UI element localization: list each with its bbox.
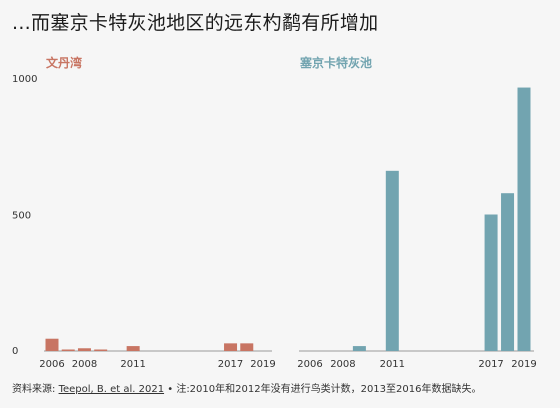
right-x-ticks: 2006 2008 2011 2017 2019 bbox=[297, 359, 536, 370]
y-tick-label: 0 bbox=[12, 346, 18, 357]
left-x-ticks: 2006 2008 2011 2017 2019 bbox=[39, 359, 275, 370]
left-x-tick-label: 2011 bbox=[120, 359, 145, 370]
right-x-tick-label: 2017 bbox=[478, 359, 503, 370]
right-x-tick-label: 2006 bbox=[297, 359, 322, 370]
left-bar-2017 bbox=[224, 343, 238, 351]
left-bar-2006 bbox=[45, 338, 59, 351]
footer: 资料来源: Teepol, B. et al. 2021 • 注:2010年和2… bbox=[12, 380, 481, 395]
right-x-tick-label: 2019 bbox=[511, 359, 536, 370]
left-x-tick-label: 2008 bbox=[72, 359, 97, 370]
left-bar-2011 bbox=[126, 346, 140, 351]
left-bar-2009 bbox=[94, 349, 108, 351]
left-x-tick-label: 2019 bbox=[250, 359, 275, 370]
right-bars bbox=[352, 87, 531, 352]
footer-note: • 注:2010年和2012年没有进行鸟类计数，2013至2016年数据缺失。 bbox=[164, 384, 482, 395]
left-bars bbox=[45, 338, 254, 351]
right-x-tick-label: 2011 bbox=[380, 359, 405, 370]
left-bar-2018 bbox=[240, 343, 254, 351]
left-panel-title: 文丹湾 bbox=[46, 55, 82, 70]
y-axis-ticks: 0 500 1000 bbox=[12, 74, 37, 357]
right-bar-2011 bbox=[385, 170, 399, 351]
right-bar-2017 bbox=[484, 214, 498, 351]
left-bar-2007 bbox=[61, 349, 75, 351]
chart-title: ...而塞京卡特灰池地区的远东杓鹬有所增加 bbox=[12, 12, 379, 34]
y-tick-label: 500 bbox=[12, 211, 31, 222]
right-bar-2009 bbox=[352, 346, 366, 351]
right-panel-title: 塞京卡特灰池 bbox=[300, 55, 372, 70]
left-bar-2008 bbox=[77, 348, 91, 351]
right-bar-2019 bbox=[517, 87, 531, 352]
left-x-tick-label: 2017 bbox=[218, 359, 243, 370]
right-x-tick-label: 2008 bbox=[330, 359, 355, 370]
y-tick-label: 1000 bbox=[12, 74, 37, 85]
right-bar-2018 bbox=[501, 193, 515, 351]
source-link[interactable]: Teepol, B. et al. 2021 bbox=[58, 384, 165, 395]
left-x-tick-label: 2006 bbox=[39, 359, 64, 370]
source-label: 资料来源: bbox=[12, 384, 59, 395]
